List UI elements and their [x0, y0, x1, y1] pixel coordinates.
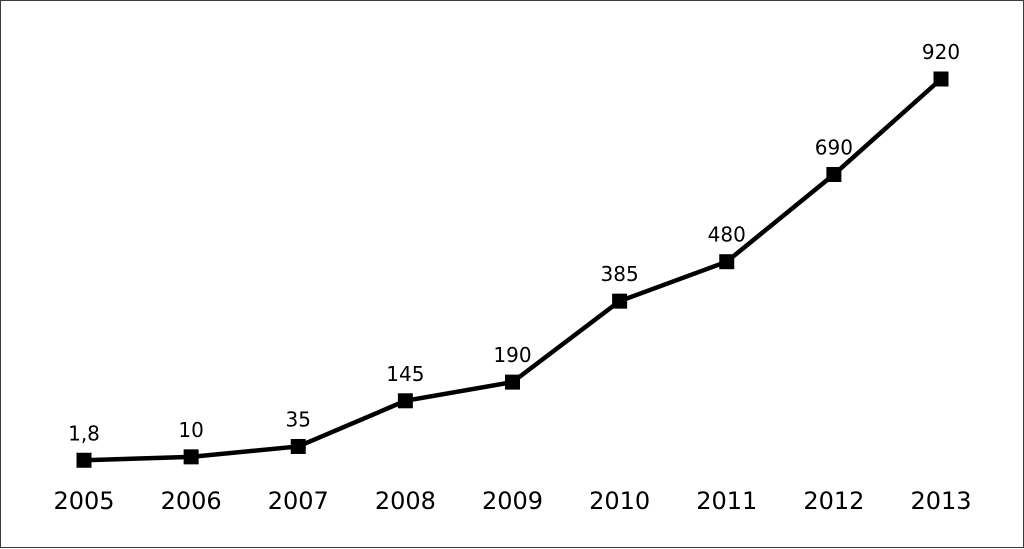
x-tick-label: 2008 [375, 487, 436, 515]
data-point-marker [290, 438, 306, 454]
series-line [83, 77, 943, 463]
x-tick-label: 2006 [161, 487, 222, 515]
data-label: 145 [386, 362, 424, 386]
data-label: 385 [601, 262, 639, 286]
data-label: 10 [178, 418, 203, 442]
data-point-marker [76, 452, 92, 468]
x-tick-label: 2010 [589, 487, 650, 515]
x-tick-label: 2011 [696, 487, 757, 515]
markers-group [76, 71, 949, 468]
data-point-marker [505, 374, 520, 390]
data-label: 190 [493, 343, 531, 367]
data-label: 920 [922, 40, 960, 64]
x-tick-label: 2007 [268, 487, 329, 515]
data-label: 1,8 [68, 421, 100, 445]
data-point-marker [719, 254, 735, 270]
data-point-marker [183, 449, 199, 465]
x-tick-label: 2005 [53, 487, 114, 515]
x-tick-label: 2009 [482, 487, 543, 515]
data-labels-group: 1,8 10 35 145 190 385 480 690 920 [68, 40, 960, 445]
x-tick-label: 2013 [910, 487, 971, 515]
data-label: 690 [815, 136, 853, 160]
data-point-marker [397, 393, 413, 409]
data-point-marker [826, 167, 842, 182]
x-tick-label: 2012 [803, 487, 864, 515]
data-point-marker [933, 71, 949, 87]
x-axis-tick-labels: 2005 2006 2007 2008 2009 2010 2011 2012 2013 [53, 487, 971, 515]
data-label: 35 [286, 407, 311, 431]
data-label: 480 [708, 223, 746, 247]
data-point-marker [612, 293, 628, 309]
